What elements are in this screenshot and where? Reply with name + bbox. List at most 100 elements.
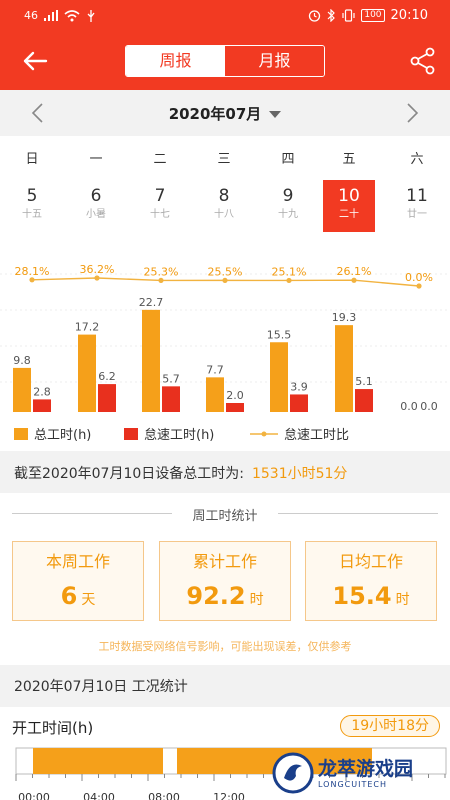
day-cell[interactable]: 6 小暑 [70, 180, 122, 232]
battery-icon: 100 [361, 9, 385, 22]
stat-value: 6 [60, 582, 78, 610]
watermark: 龙萃游戏园 LONGCUITECH [272, 750, 447, 796]
lunar-date: 小暑 [86, 209, 106, 220]
ratio-point [94, 275, 100, 281]
month-title[interactable]: 2020年07月 [0, 103, 450, 124]
wifi-icon [64, 9, 80, 21]
legend-label: 怠速工时比 [284, 428, 350, 443]
bar-total [270, 342, 288, 412]
day-cell[interactable]: 5 十五 [6, 180, 58, 232]
bar-total-label: 15.5 [267, 328, 292, 341]
alarm-icon [309, 10, 321, 22]
status-bar: 46 100 20:10 [0, 0, 450, 32]
legend-item-ratio: 怠速工时比 [250, 424, 349, 443]
bar-idle [98, 384, 116, 412]
condition-stats-header: 2020年07月10日 工况统计 [0, 665, 450, 707]
bar-total-label: 0.0 [400, 400, 418, 413]
bar-idle-label: 0.0 [420, 400, 438, 413]
bar-idle [290, 394, 308, 412]
stat-card-cumulative: 累计工作 92.2 时 [159, 541, 291, 621]
bar-total-label: 7.7 [206, 363, 224, 376]
bar-total [13, 367, 31, 412]
bar-idle [226, 403, 244, 412]
lunar-date: 十五 [22, 209, 42, 220]
ratio-point [222, 277, 228, 283]
ratio-point [29, 277, 35, 283]
weekday-label: 六 [410, 152, 424, 167]
day-number: 10 [338, 186, 360, 206]
stat-value: 92.2 [186, 582, 246, 610]
weekday-label: 二 [153, 152, 167, 167]
bar-idle-label: 6.2 [98, 370, 116, 383]
legend-swatch [14, 427, 28, 440]
bar-idle-label: 5.7 [162, 372, 180, 385]
lunar-date: 廿一 [407, 209, 427, 220]
chevron-down-icon[interactable] [269, 111, 282, 118]
tab-monthly[interactable]: 月报 [225, 46, 324, 76]
watermark-text: 龙萃游戏园 [318, 757, 414, 780]
bar-total [142, 309, 160, 412]
work-time-timeline: 开工时间(h) 19小时18分 00:00 04:00 08:00 12:00 [0, 707, 450, 800]
bar-total-label: 19.3 [332, 311, 357, 324]
lunar-date: 二十 [339, 209, 359, 220]
day-cell[interactable]: 11 廿一 [391, 180, 443, 232]
stat-title: 累计工作 [192, 552, 257, 571]
week-strip: 日 一 二 三 四 五 六 5 十五 6 小暑 7 十七 8 十八 9 十九 10 二十 1… [0, 136, 450, 246]
timeline-label: 开工时间(h) [12, 719, 94, 737]
weekday-label: 四 [281, 152, 295, 167]
legend-line-swatch [250, 431, 278, 436]
logo-icon [272, 752, 314, 794]
share-icon[interactable] [410, 47, 436, 75]
stat-title: 本周工作 [45, 552, 110, 571]
timeline-tick-label: 08:00 [148, 791, 180, 800]
day-cell[interactable]: 7 十七 [134, 180, 186, 232]
day-cell-selected[interactable]: 10 二十 [323, 180, 375, 232]
ratio-point [416, 283, 422, 289]
day-number: 8 [218, 186, 230, 206]
bar-idle-label: 3.9 [290, 380, 308, 393]
timeline-tick-label: 12:00 [213, 791, 245, 800]
ratio-label: 26.1% [337, 265, 372, 278]
weekday-label: 日 [25, 152, 39, 167]
day-number: 7 [154, 186, 166, 206]
ratio-label: 36.2% [80, 263, 115, 276]
timeline-segment [33, 748, 163, 774]
lunar-date: 十八 [214, 209, 234, 220]
ratio-point [286, 277, 292, 284]
usb-icon [87, 9, 95, 22]
stat-unit: 时 [249, 592, 264, 608]
bar-idle [33, 399, 51, 412]
chart-canvas: 9.8 2.8 17.2 6.2 22.7 5.7 7.72.0 15.5 3.9 19.3 5.1… [0, 263, 450, 413]
weekday-label: 一 [89, 152, 103, 167]
day-number: 9 [282, 186, 294, 206]
weekday-label: 三 [217, 152, 231, 167]
signal-icon [44, 10, 58, 21]
bar-idle-label: 2.0 [226, 389, 244, 402]
tab-weekly[interactable]: 周报 [126, 46, 225, 76]
day-cell[interactable]: 8 十八 [198, 180, 250, 232]
signal-label: 46 [24, 9, 38, 22]
bar-idle-label: 5.1 [355, 375, 373, 388]
chevron-right-icon[interactable] [404, 102, 420, 124]
back-arrow-icon[interactable] [22, 48, 48, 74]
chevron-left-icon[interactable] [30, 102, 46, 124]
stat-unit: 天 [81, 592, 96, 608]
watermark-subtext: LONGCUITECH [318, 779, 387, 789]
divider [12, 513, 172, 514]
report-type-toggle: 周报 月报 [125, 45, 325, 77]
condition-title: 2020年07月10日 工况统计 [14, 679, 188, 695]
app-header: 周报 月报 [0, 32, 450, 90]
summary-value: 1531小时51分 [251, 466, 348, 482]
bar-total [78, 334, 96, 412]
stat-value: 15.4 [332, 582, 392, 610]
day-cell[interactable]: 9 十九 [262, 180, 314, 232]
summary-text: 截至2020年07月10日设备总工时为: [14, 466, 244, 482]
legend-label: 怠速工时(h) [144, 428, 215, 443]
legend-item-idle: 怠速工时(h) [124, 424, 214, 443]
bluetooth-icon [327, 9, 336, 22]
lunar-date: 十七 [150, 209, 170, 220]
lunar-date: 十九 [278, 209, 298, 220]
legend-item-total: 总工时(h) [14, 424, 91, 443]
